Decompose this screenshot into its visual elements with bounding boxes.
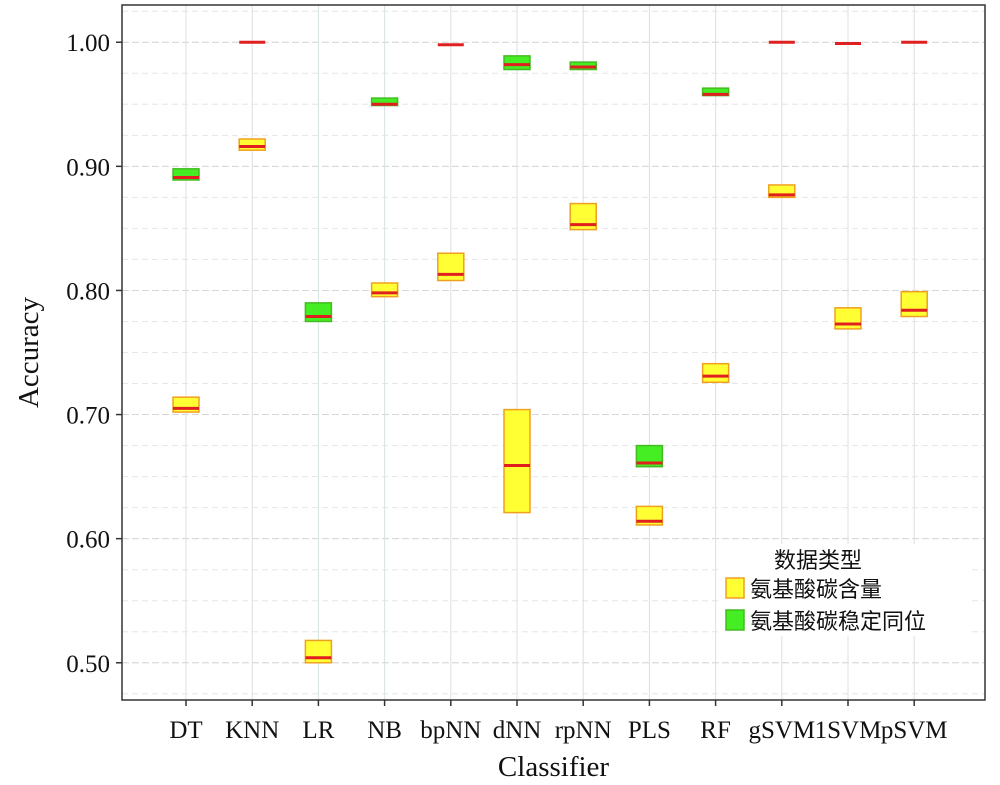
box-content-1svm [834, 307, 862, 330]
x-tick-label: bpNN [420, 717, 481, 744]
plot-frame [121, 4, 986, 701]
y-axis-ticks: 0.50 0.60 0.70 0.80 0.90 1.00 [66, 30, 122, 678]
box-content-knn [238, 138, 266, 151]
legend-label-1: 氨基酸碳稳定同位 [750, 610, 926, 635]
box-isotope-pls [635, 444, 664, 468]
x-tick-label: PLS [628, 717, 671, 744]
box-content-lr [304, 639, 333, 664]
box-isotope-dt [172, 168, 200, 181]
y-tick-label: 0.90 [66, 154, 110, 181]
y-axis-title: Accuracy [13, 296, 45, 408]
legend-background [722, 544, 972, 636]
y-tick-label: 0.70 [66, 403, 110, 430]
legend-key-0 [725, 577, 745, 599]
box-content-psvm [900, 290, 928, 318]
x-axis-title: Classifier [498, 751, 609, 783]
legend-key-1 [725, 609, 745, 631]
box-layer [172, 40, 928, 664]
box-isotope-dnn [503, 55, 531, 71]
legend-label-0: 氨基酸碳含量 [750, 578, 882, 603]
legend-title: 数据类型 [774, 549, 862, 574]
y-tick-label: 0.50 [66, 651, 110, 678]
x-axis-ticks: DT KNN LR NB bpNN dNN rpNN PLS RF gSVM 1SVM pSVM [169, 700, 948, 744]
box-content-rf [701, 362, 730, 384]
x-tick-label: LR [302, 717, 334, 744]
x-tick-label: 1SVM [815, 717, 882, 744]
x-tick-label: DT [169, 717, 202, 744]
y-tick-label: 0.80 [66, 278, 110, 305]
y-tick-label: 1.00 [66, 30, 110, 57]
x-tick-label: NB [367, 717, 402, 744]
box-content-nb [370, 282, 399, 298]
grid-lines [122, 5, 985, 700]
x-tick-label: RF [700, 717, 731, 744]
x-tick-label: rpNN [555, 717, 612, 744]
x-tick-label: pSVM [881, 717, 948, 744]
y-tick-label: 0.60 [66, 527, 110, 554]
box-content-bpnn [437, 252, 465, 282]
x-tick-label: KNN [225, 717, 279, 744]
x-tick-label: gSVM [748, 717, 815, 744]
box-isotope-lr [304, 302, 333, 323]
x-tick-label: dNN [493, 717, 542, 744]
box-content-dnn [503, 408, 531, 514]
